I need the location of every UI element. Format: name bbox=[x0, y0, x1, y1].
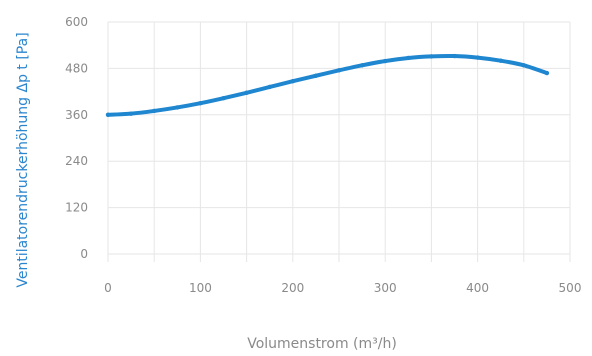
x-tick-label-0: 0 bbox=[104, 281, 112, 295]
data-point-14 bbox=[429, 54, 434, 59]
x-axis-label: Volumenstrom (m³/h) bbox=[247, 336, 397, 352]
data-point-0 bbox=[105, 112, 111, 118]
data-point-11 bbox=[359, 63, 365, 68]
data-point-19 bbox=[544, 70, 550, 76]
x-tick-label-100: 100 bbox=[189, 281, 212, 295]
series-line-0 bbox=[106, 53, 549, 117]
y-tick-label-480: 480 bbox=[65, 61, 88, 75]
grid-lines bbox=[107, 21, 571, 262]
data-point-10 bbox=[336, 68, 342, 73]
data-point-12 bbox=[383, 58, 388, 64]
y-axis-ticks: 0 120 240 360 480 600 bbox=[65, 15, 88, 261]
y-tick-label-120: 120 bbox=[65, 201, 88, 215]
y-tick-label-360: 360 bbox=[65, 108, 88, 122]
series-layer bbox=[105, 53, 550, 118]
data-point-17 bbox=[498, 58, 503, 63]
data-point-15 bbox=[452, 53, 457, 59]
y-tick-label-0: 0 bbox=[80, 247, 88, 261]
x-axis-ticks: 0 100 200 300 400 500 bbox=[104, 281, 581, 295]
data-point-9 bbox=[313, 73, 319, 78]
data-point-6 bbox=[244, 90, 249, 95]
data-point-3 bbox=[175, 105, 180, 110]
x-tick-label-200: 200 bbox=[281, 281, 304, 295]
data-point-2 bbox=[152, 108, 157, 114]
x-tick-label-400: 400 bbox=[466, 281, 489, 295]
y-tick-label-600: 600 bbox=[65, 15, 88, 29]
data-point-18 bbox=[521, 63, 526, 68]
data-point-5 bbox=[221, 95, 226, 101]
data-point-4 bbox=[198, 101, 203, 106]
x-tick-label-300: 300 bbox=[374, 281, 397, 295]
data-point-16 bbox=[475, 55, 480, 60]
data-point-7 bbox=[267, 84, 272, 90]
data-point-8 bbox=[290, 78, 295, 84]
y-axis-label: Ventilatorendruckerhöhung Δp t [Pa] bbox=[15, 32, 31, 287]
x-tick-label-500: 500 bbox=[559, 281, 582, 295]
data-point-13 bbox=[406, 55, 411, 61]
y-tick-label-240: 240 bbox=[65, 154, 88, 168]
data-point-1 bbox=[128, 111, 134, 116]
